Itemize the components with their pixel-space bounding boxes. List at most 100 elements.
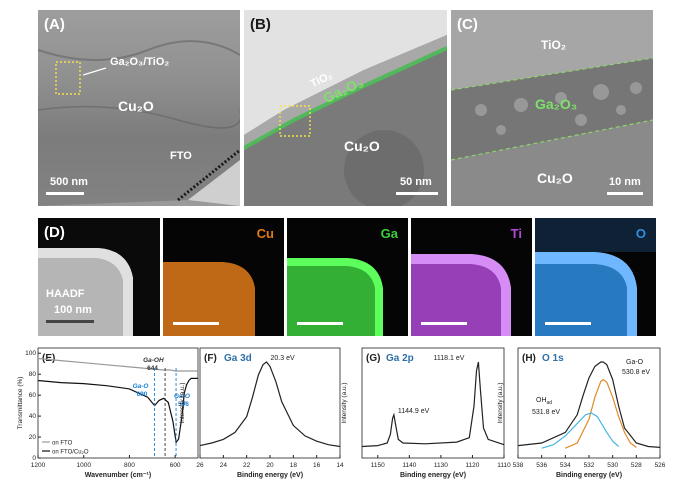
series-line-E-0 bbox=[37, 357, 198, 372]
xtick-label-F: 16 bbox=[313, 462, 321, 469]
annotation-value-E: 644 bbox=[147, 365, 158, 372]
ga2o3-tio2-annotation: Ga₂O₃/TiO₂ bbox=[110, 56, 170, 68]
series-line-F-0 bbox=[199, 361, 341, 448]
scale-text-b: 50 nm bbox=[400, 176, 432, 188]
chart-title-F: Ga 3d bbox=[224, 353, 252, 364]
chart-label-E: (E) bbox=[42, 353, 55, 364]
ytick-label-E: 40 bbox=[29, 413, 37, 420]
eds-map-o: O bbox=[535, 218, 656, 336]
scale-bar-a bbox=[46, 192, 84, 195]
eds-map-cu: Cu bbox=[163, 218, 284, 336]
tem-panel-a: (A) Ga₂O₃/TiO₂ Cu₂O FTO 500 nm bbox=[38, 10, 240, 206]
xtick-label-F: 14 bbox=[336, 462, 344, 469]
annotation-text-E: Ga-O bbox=[133, 383, 149, 390]
panel-a-label: (A) bbox=[44, 16, 65, 33]
fto-label: FTO bbox=[170, 150, 192, 162]
eds-label-o: O bbox=[635, 226, 646, 241]
xtick-label-H: 530 bbox=[607, 462, 618, 469]
panel-d-label: (D) bbox=[44, 224, 65, 241]
eds-label-ti: Ti bbox=[510, 226, 522, 241]
ga2o3-label-c: Ga₂O₃ bbox=[535, 96, 578, 112]
tem-panel-b: (B) TiO₂ Ga₂O₃ Cu₂O 50 nm bbox=[244, 10, 447, 206]
annotation-G: 1118.1 eV bbox=[434, 355, 465, 362]
xtick-label-E: 800 bbox=[124, 462, 135, 469]
xtick-label-E: 1200 bbox=[31, 462, 46, 469]
xtick-label-H: 526 bbox=[655, 462, 666, 469]
legend-text-E: on FTO/Cu₂O bbox=[52, 450, 89, 456]
chart-label-H: (H) bbox=[522, 353, 536, 364]
chart-title-H: O 1s bbox=[542, 353, 564, 364]
ytick-label-E: 100 bbox=[25, 350, 36, 357]
annotation-text-E: Ga-OH bbox=[143, 357, 164, 364]
annotation-F: 20.3 eV bbox=[271, 355, 295, 362]
tem-a-texture bbox=[38, 10, 240, 206]
tio2-label-c: TiO₂ bbox=[541, 38, 567, 52]
cu2o-label-b: Cu₂O bbox=[344, 138, 380, 154]
xtick-label-F: 26 bbox=[196, 462, 204, 469]
annotation-H-gao: Ga-O bbox=[626, 359, 644, 366]
annotation-value-E: 596 bbox=[178, 401, 189, 408]
haadf-texture bbox=[38, 248, 133, 336]
annotation-H-oh: OHad bbox=[536, 397, 552, 406]
series-line-E-1 bbox=[37, 377, 198, 444]
xtick-label-H: 534 bbox=[560, 462, 571, 469]
cu2o-label-a: Cu₂O bbox=[118, 98, 154, 114]
scale-bar-c bbox=[607, 192, 643, 195]
tem-b-texture bbox=[244, 10, 447, 206]
chart-frame-E bbox=[37, 347, 199, 459]
ylabel-E: Transmittance (%) bbox=[17, 377, 24, 430]
series-line-H-0 bbox=[517, 361, 661, 448]
xtick-label-F: 22 bbox=[243, 462, 251, 469]
scale-bar-d bbox=[46, 320, 94, 323]
chart-title-G: Ga 2p bbox=[386, 353, 414, 364]
xlabel-H: Binding energy (eV) bbox=[556, 472, 622, 479]
xtick-label-H: 532 bbox=[584, 462, 595, 469]
ytick-label-E: 80 bbox=[29, 371, 37, 378]
eds-map-ti: Ti bbox=[411, 218, 532, 336]
xtick-label-F: 20 bbox=[266, 462, 274, 469]
tem-panel-c: (C) TiO₂ Ga₂O₃ Cu₂O 10 nm bbox=[451, 10, 653, 206]
xtick-label-G: 1130 bbox=[434, 462, 448, 469]
xtick-label-H: 538 bbox=[513, 462, 524, 469]
ylabel-G: Intensity (a.u.) bbox=[341, 382, 348, 423]
xtick-label-E: 600 bbox=[170, 462, 181, 469]
xtick-label-G: 1110 bbox=[497, 462, 511, 469]
eds-scale-bar bbox=[297, 322, 343, 325]
xtick-label-E: 1000 bbox=[76, 462, 91, 469]
spectra-charts: (E) 1200 1000 800 600 0 20 40 60 80 100 Wavenumber … bbox=[17, 347, 666, 479]
eds-label-cu: Cu bbox=[256, 226, 274, 241]
ytick-label-E: 60 bbox=[29, 392, 37, 399]
tem-c-texture bbox=[451, 10, 653, 161]
scale-bar-b bbox=[396, 192, 438, 195]
scale-text-c: 10 nm bbox=[609, 176, 641, 188]
ytick-label-E: 0 bbox=[32, 455, 36, 462]
annotation-H-gao-val: 530.8 eV bbox=[622, 369, 650, 376]
scale-text-d: 100 nm bbox=[54, 304, 92, 316]
chart-label-F: (F) bbox=[204, 353, 217, 364]
xlabel-F: Binding energy (eV) bbox=[237, 472, 303, 479]
panel-b-label: (B) bbox=[250, 16, 271, 33]
scale-text-a: 500 nm bbox=[50, 176, 88, 188]
eds-scale-bar bbox=[545, 322, 591, 325]
haadf-panel: (D) HAADF 100 nm bbox=[38, 218, 160, 336]
annotation-text-E: Ga-O bbox=[174, 393, 190, 400]
legend-text-E: on FTO bbox=[52, 441, 73, 447]
xtick-label-H: 528 bbox=[631, 462, 642, 469]
eds-map-ga: Ga bbox=[287, 218, 408, 336]
annotation-G: 1144.9 eV bbox=[398, 408, 430, 415]
chart-frame-G bbox=[361, 347, 505, 459]
xtick-label-F: 24 bbox=[220, 462, 228, 469]
cu2o-label-c: Cu₂O bbox=[537, 170, 573, 186]
xlabel-E: Wavenumber (cm⁻¹) bbox=[85, 472, 151, 479]
series-line-H-1 bbox=[565, 378, 637, 449]
haadf-label: HAADF bbox=[46, 288, 85, 300]
series-line-H-2 bbox=[541, 412, 620, 449]
eds-label-ga: Ga bbox=[380, 226, 398, 241]
panel-c-label: (C) bbox=[457, 16, 478, 33]
ylabel-F: Intensity (a.u.) bbox=[179, 382, 186, 423]
xtick-label-G: 1140 bbox=[402, 462, 416, 469]
annotation-value-E: 690 bbox=[137, 391, 148, 398]
ylabel-H: Intensity (a.u.) bbox=[497, 382, 504, 423]
chart-label-G: (G) bbox=[366, 353, 380, 364]
xtick-label-H: 536 bbox=[536, 462, 547, 469]
